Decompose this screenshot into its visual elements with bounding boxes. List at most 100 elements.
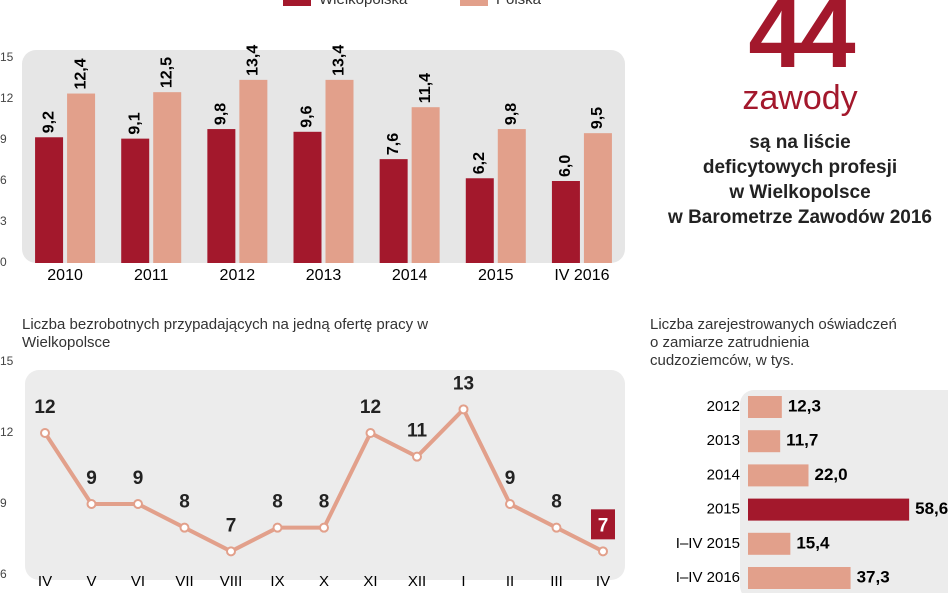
value-label: 9 xyxy=(133,468,144,489)
x-tick-label: 2014 xyxy=(392,267,428,284)
highlight-lines: są na liście deficytowych profesji w Wie… xyxy=(640,130,948,230)
point xyxy=(365,428,376,438)
x-tick-label: XI xyxy=(363,573,377,590)
point xyxy=(272,522,283,533)
x-tick-label: 2011 xyxy=(134,267,169,284)
point xyxy=(598,546,608,557)
y-tick-label: 6 xyxy=(0,173,7,187)
y-tick-label: 9 xyxy=(0,132,7,146)
value-label: 15,4 xyxy=(796,533,830,552)
x-tick-label: XII xyxy=(408,573,426,590)
value-label: 9 xyxy=(505,468,516,489)
highlight-number: 44 xyxy=(748,0,855,89)
highlight-line: w Wielkopolsce xyxy=(729,182,871,203)
bar xyxy=(411,107,440,263)
x-tick-label: VII xyxy=(175,573,193,590)
value-label: 9,5 xyxy=(589,107,606,129)
y-tick-label: 2013 xyxy=(707,432,740,449)
y-tick-label: 2012 xyxy=(707,398,740,415)
value-label: 7 xyxy=(598,515,609,536)
value-label: 58,6 xyxy=(915,499,948,518)
value-label: 9 xyxy=(86,468,97,489)
highlight: 44 zawody są na liście deficytowych prof… xyxy=(640,0,948,230)
x-tick-label: IV xyxy=(596,573,610,590)
y-tick-label: 3 xyxy=(0,214,7,228)
value-label: 12,5 xyxy=(158,57,175,88)
y-tick-label: 2015 xyxy=(707,501,740,518)
bar xyxy=(551,181,580,263)
bar xyxy=(67,93,96,264)
value-label: 12,4 xyxy=(72,58,89,89)
bar xyxy=(748,532,791,555)
highlight-line: w Barometrze Zawodów 2016 xyxy=(668,207,932,228)
plot-bg xyxy=(740,390,948,593)
value-label: 13,4 xyxy=(245,45,262,76)
value-label: 11,7 xyxy=(786,431,818,450)
x-tick-label: 2012 xyxy=(220,267,256,284)
bar xyxy=(497,129,526,263)
y-tick-label: 2014 xyxy=(707,466,740,483)
bar xyxy=(748,396,782,418)
bar xyxy=(748,498,910,521)
point xyxy=(505,499,515,509)
highlight-line: są na liście xyxy=(749,132,851,153)
x-tick-label: IV xyxy=(38,573,52,590)
bar xyxy=(121,138,150,263)
value-label: 13 xyxy=(453,373,474,394)
x-tick-label: 2010 xyxy=(47,267,83,284)
value-label: 9,8 xyxy=(213,103,230,125)
point xyxy=(551,522,562,533)
point xyxy=(226,546,236,557)
bar xyxy=(748,464,809,487)
value-label: 8 xyxy=(272,492,283,513)
legend-swatch xyxy=(460,0,488,6)
value-label: 12 xyxy=(360,397,381,418)
value-label: 6,0 xyxy=(557,155,574,177)
point xyxy=(40,428,50,438)
value-label: 8 xyxy=(551,492,562,513)
legend-swatch xyxy=(283,0,311,6)
highlight-line: deficytowych profesji xyxy=(702,157,898,178)
value-label: 6,2 xyxy=(471,152,488,174)
y-tick-label: 6 xyxy=(0,567,7,581)
value-label: 11 xyxy=(407,421,428,442)
bar xyxy=(207,129,236,263)
bar xyxy=(748,430,781,453)
plot-bg xyxy=(22,50,625,263)
hbar-title: Liczba zarejestrowanych oświadczeń o zam… xyxy=(650,316,897,369)
y-tick-label: 15 xyxy=(0,50,14,64)
x-tick-label: I xyxy=(461,573,465,590)
y-tick-label: 12 xyxy=(0,91,14,105)
x-tick-label: IX xyxy=(270,573,284,590)
x-tick-label: II xyxy=(506,573,514,590)
value-label: 7 xyxy=(226,515,237,536)
x-tick-label: III xyxy=(550,573,563,590)
value-label: 37,3 xyxy=(857,567,890,586)
point xyxy=(319,522,329,533)
y-tick-label: I–IV 2015 xyxy=(676,535,740,552)
x-tick-label: VI xyxy=(131,573,145,590)
x-tick-label: IV 2016 xyxy=(554,267,609,284)
x-tick-label: V xyxy=(86,573,96,590)
y-tick-label: 12 xyxy=(0,425,14,439)
value-label: 22,0 xyxy=(815,465,848,484)
value-label: 12,3 xyxy=(788,396,821,415)
bar xyxy=(325,79,354,263)
bar xyxy=(35,137,64,263)
bar xyxy=(748,567,851,589)
value-label: 13,4 xyxy=(331,45,348,76)
x-tick-label: X xyxy=(319,573,329,590)
point xyxy=(412,451,422,462)
y-tick-label: 15 xyxy=(0,354,14,368)
value-label: 8 xyxy=(319,492,330,513)
y-tick-label: 9 xyxy=(0,496,7,510)
bar xyxy=(239,79,268,263)
bar xyxy=(465,178,494,263)
value-label: 12 xyxy=(34,397,55,418)
point xyxy=(179,522,190,533)
point xyxy=(133,499,143,509)
x-tick-label: 2013 xyxy=(306,267,342,284)
bar xyxy=(379,159,408,263)
x-tick-label: 2015 xyxy=(478,267,514,284)
